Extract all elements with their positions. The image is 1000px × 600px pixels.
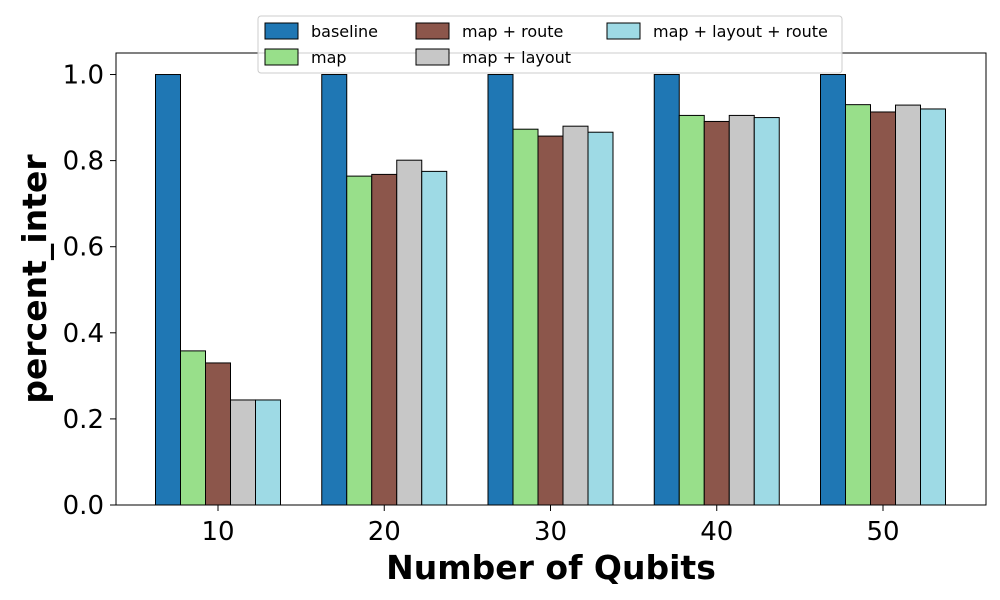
bar-map-layout-20 [396, 159, 423, 506]
legend-swatch [264, 22, 299, 40]
bar-baseline-10 [155, 74, 181, 506]
bar-map-40 [678, 114, 705, 506]
bar-map-10 [180, 350, 206, 506]
legend-swatch [415, 48, 450, 66]
x-tick-label: 30 [534, 517, 567, 547]
y-tick-label: 0.8 [63, 147, 104, 177]
bar-map-route-50 [870, 111, 896, 506]
bar-map-20 [346, 175, 373, 506]
y-tick-label: 1.0 [63, 61, 104, 91]
legend-frame [257, 15, 843, 74]
legend-swatch [415, 22, 450, 40]
bar-map-layout-route-30 [587, 131, 614, 506]
y-tick-label: 0.2 [63, 405, 104, 435]
bar-map-route-30 [537, 135, 564, 506]
bar-baseline-30 [487, 74, 514, 506]
bars-layer [155, 74, 946, 506]
bar-map-30 [512, 128, 539, 506]
bar-map-layout-30 [562, 125, 589, 506]
bar-map-layout-route-40 [753, 117, 780, 506]
legend-label: map [311, 48, 347, 67]
x-tick-label: 50 [866, 517, 899, 547]
bar-map-route-10 [205, 362, 231, 506]
bar-baseline-40 [653, 74, 680, 506]
bar-baseline-20 [321, 74, 348, 506]
bar-baseline-50 [820, 74, 846, 506]
x-axis: 10 20 30 40 50 [201, 505, 900, 547]
bar-map-layout-40 [728, 114, 755, 506]
legend-label: map + layout + route [653, 22, 828, 41]
legend-swatch [606, 22, 641, 40]
bar-map-50 [845, 104, 871, 506]
y-axis: 0.0 0.2 0.4 0.6 0.8 1.0 [63, 61, 116, 521]
bar-map-layout-10 [230, 399, 256, 506]
bar-map-layout-50 [895, 104, 921, 506]
y-tick-label: 0.6 [63, 233, 104, 263]
legend: baseline map map + route map + layout map + … [257, 15, 843, 74]
legend-label: map + route [462, 22, 563, 41]
bar-map-layout-route-20 [421, 170, 448, 506]
legend-label: map + layout [462, 48, 571, 67]
bar-map-layout-route-10 [255, 399, 281, 506]
bar-map-layout-route-50 [920, 108, 946, 506]
legend-swatch [264, 48, 299, 66]
y-axis-title: percent_inter [15, 154, 54, 404]
y-tick-label: 0.0 [63, 491, 104, 521]
x-axis-title: Number of Qubits [386, 548, 716, 587]
x-tick-label: 40 [700, 517, 733, 547]
legend-label: baseline [311, 22, 378, 41]
x-tick-label: 20 [368, 517, 401, 547]
bar-map-route-20 [371, 173, 398, 506]
x-tick-label: 10 [201, 517, 234, 547]
y-tick-label: 0.4 [63, 319, 104, 349]
bar-map-route-40 [703, 120, 730, 506]
